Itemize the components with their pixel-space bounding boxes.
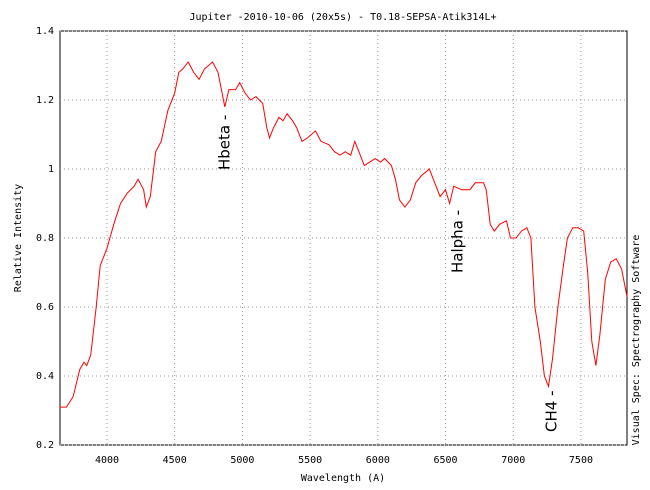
y-tick-label: 1.2	[36, 95, 54, 106]
x-tick-label: 6500	[433, 455, 457, 466]
y-axis-label: Relative Intensity	[13, 184, 24, 292]
chart-title: Jupiter -2010-10-06 (20x5s) - T0.18-SEPS…	[189, 12, 496, 23]
plot-frame	[59, 30, 628, 446]
y-tick-label: 0.4	[36, 371, 54, 382]
y-tick-label: 0.8	[36, 233, 54, 244]
y-tick-label: 1.4	[36, 26, 54, 37]
x-tick-label: 4500	[163, 455, 187, 466]
spectrum-line	[59, 61, 628, 408]
x-tick-label: 7500	[569, 455, 593, 466]
annotation: Hbeta -	[216, 115, 234, 170]
y-tick-label: 0.2	[36, 440, 54, 451]
x-axis-label: Wavelength (A)	[301, 473, 385, 484]
y-tick-label: 1	[48, 164, 54, 175]
annotation: CH4 -	[543, 391, 561, 432]
x-tick-label: 5000	[230, 455, 254, 466]
annotation: Halpha -	[449, 210, 467, 273]
x-tick-label: 4000	[95, 455, 119, 466]
x-tick-label: 7000	[501, 455, 525, 466]
x-tick-label: 5500	[298, 455, 322, 466]
y-tick-label: 0.6	[36, 302, 54, 313]
x-tick-label: 6000	[366, 455, 390, 466]
side-note: Visual Spec: Spectrography Software	[631, 235, 642, 446]
